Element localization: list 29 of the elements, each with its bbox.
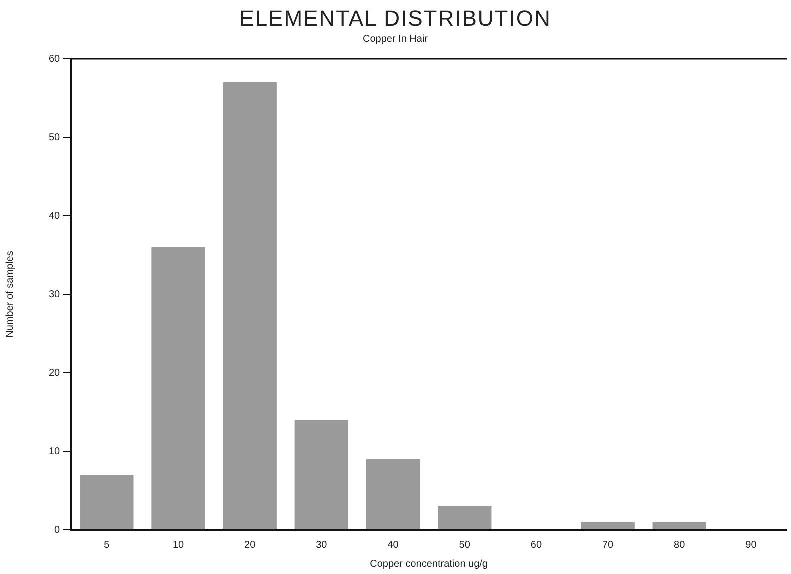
y-axis-title: Number of samples bbox=[4, 251, 16, 338]
x-tick-label: 20 bbox=[244, 540, 256, 551]
x-tick-label: 50 bbox=[459, 540, 471, 551]
x-tick-label: 40 bbox=[388, 540, 400, 551]
y-tick-label: 40 bbox=[49, 210, 61, 222]
bar bbox=[294, 420, 349, 530]
x-tick-label: 70 bbox=[602, 540, 614, 551]
x-tick-label: 90 bbox=[746, 540, 758, 551]
chart-title: ELEMENTAL DISTRIBUTION bbox=[238, 6, 552, 32]
x-tick-label: 80 bbox=[674, 540, 686, 551]
x-tick-label: 30 bbox=[316, 540, 328, 551]
x-tick-label: 60 bbox=[530, 540, 542, 551]
y-tick-label: 0 bbox=[54, 524, 61, 536]
bar bbox=[652, 522, 706, 530]
bar bbox=[152, 247, 206, 530]
x-tick-label: 5 bbox=[104, 540, 110, 551]
chart-subtitle: Copper In Hair bbox=[362, 34, 430, 45]
y-tick-label: 20 bbox=[49, 368, 61, 379]
x-axis-title: Copper concentration ug/g bbox=[370, 558, 488, 570]
bar bbox=[581, 522, 635, 530]
y-tick-label: 60 bbox=[49, 54, 61, 65]
bar bbox=[366, 459, 420, 530]
bar bbox=[223, 82, 277, 530]
x-tick-label: 10 bbox=[172, 540, 185, 551]
bar bbox=[438, 506, 492, 530]
y-tick-label: 50 bbox=[49, 132, 61, 144]
bar bbox=[80, 475, 134, 530]
y-tick-label: 30 bbox=[49, 289, 61, 300]
y-tick-label: 10 bbox=[49, 446, 61, 458]
